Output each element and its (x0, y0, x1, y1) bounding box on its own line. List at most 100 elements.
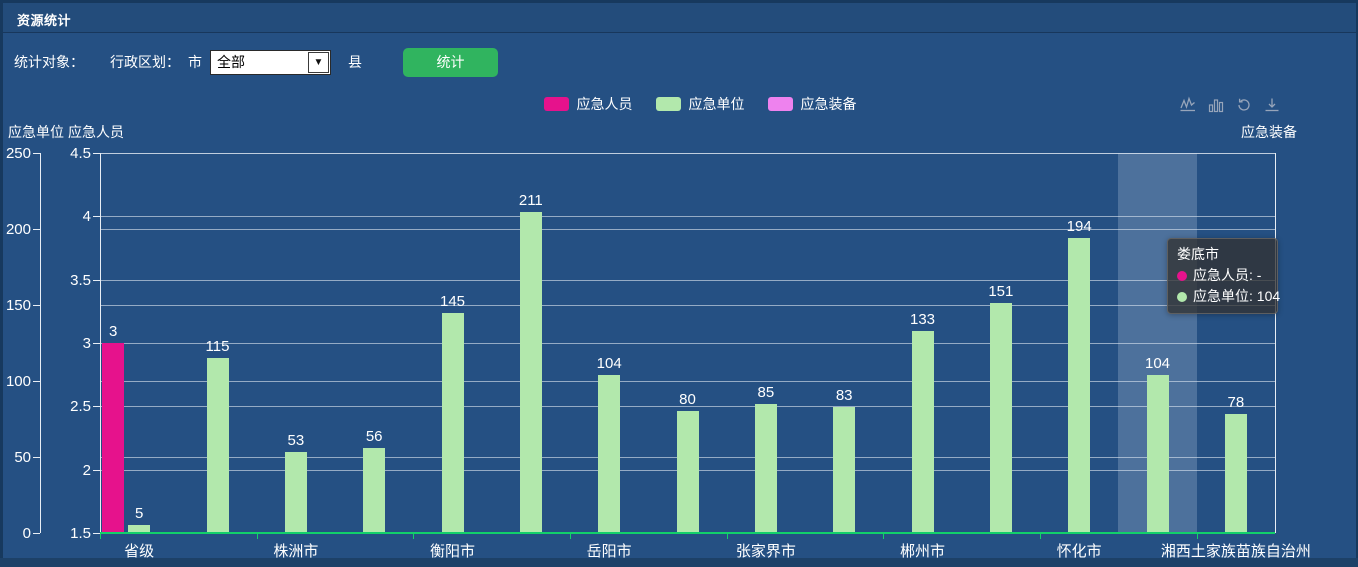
y-axis-tick (33, 533, 40, 534)
bar-value-label: 104 (1144, 354, 1171, 372)
restore-icon[interactable] (1235, 96, 1253, 114)
y-axis-tick (93, 533, 100, 534)
tooltip-title: 娄底市 (1177, 246, 1219, 262)
legend-item-应急装备[interactable]: 应急装备 (767, 94, 857, 114)
units-series-dot-icon (1177, 291, 1187, 302)
y-axis-tick-label: 3 (82, 335, 91, 352)
gridline-personnel (100, 216, 1275, 218)
chevron-down-icon[interactable]: ▼ (308, 51, 329, 73)
bar-应急单位-邵阳市[interactable] (519, 212, 542, 533)
y-axis-tick-label: 250 (5, 145, 31, 162)
bar-应急单位-娄底市[interactable] (1146, 374, 1169, 533)
bar-应急单位-常德市[interactable] (676, 411, 699, 533)
panel-frame-top (0, 0, 1358, 3)
y-axis-tick-label: 150 (5, 297, 31, 314)
x-axis-label-张家界市: 张家界市 (735, 543, 796, 560)
bar-应急单位-长沙市[interactable] (206, 358, 229, 533)
x-axis-line (100, 532, 1275, 534)
gridline-units (100, 381, 1275, 382)
y-axis-tick (93, 406, 100, 408)
y-axis-tick (93, 469, 100, 471)
bar-value-label: 115 (205, 338, 230, 356)
statistics-button[interactable]: 统计 (403, 47, 498, 77)
bar-应急单位-湘潭市[interactable] (363, 447, 386, 533)
bar-value-label: 53 (287, 432, 305, 450)
bar-value-label: 56 (365, 427, 383, 445)
y-axis-tick-label: 2 (82, 461, 91, 479)
bar-应急单位-株洲市[interactable] (284, 452, 307, 533)
bar-应急单位-张家界市[interactable] (754, 403, 777, 533)
x-axis-tick (726, 534, 728, 539)
panel-title: 资源统计 (17, 13, 72, 28)
y-axis-tick-label: 3.5 (70, 271, 91, 289)
bar-应急单位-省级[interactable] (128, 525, 151, 533)
bar-value-label: 83 (835, 386, 853, 404)
bar-value-label: 5 (134, 505, 144, 523)
bar-应急单位-怀化市[interactable] (1068, 238, 1091, 533)
y-axis-tick (93, 343, 100, 344)
x-axis-tick (883, 534, 885, 539)
city-select-value: 全部 (217, 54, 245, 70)
y-axis-tick (33, 229, 40, 230)
bar-应急单位-岳阳市[interactable] (598, 374, 621, 533)
legend-label: 应急单位 (688, 96, 745, 112)
x-axis-label-岳阳市: 岳阳市 (586, 543, 632, 560)
city-select[interactable]: 全部 ▼ (210, 49, 331, 75)
y-axis-tick (33, 305, 40, 306)
y-axis-tick-label: 4 (82, 208, 91, 226)
bar-value-label: 78 (1227, 394, 1245, 412)
legend-item-应急人员[interactable]: 应急人员 (543, 94, 633, 114)
bar-应急单位-益阳市[interactable] (833, 406, 856, 533)
y-axis-tick-label: 2.5 (70, 398, 91, 416)
personnel-series-dot-icon (1177, 270, 1187, 281)
tooltip-row-units: 应急单位: 104 (1177, 286, 1280, 307)
x-axis-label-湘西土家族苗族自治州: 湘西土家族苗族自治州 (1160, 543, 1311, 560)
gridline-personnel (100, 406, 1275, 408)
x-axis-label-省级: 省级 (124, 543, 155, 560)
y-axis-tick-label: 200 (5, 221, 31, 238)
gridline-personnel (100, 153, 1275, 154)
y-axis-tick-label: 0 (22, 525, 31, 542)
panel-frame-right (1356, 0, 1358, 567)
download-icon[interactable] (1263, 96, 1281, 114)
legend-item-应急单位[interactable]: 应急单位 (655, 94, 745, 114)
legend-swatch-icon (543, 97, 569, 111)
x-axis-tick (1196, 534, 1198, 539)
bar-应急单位-衡阳市[interactable] (441, 312, 464, 533)
y-axis-name-units: 应急单位 (8, 124, 64, 140)
x-axis-label-郴州市: 郴州市 (899, 543, 945, 560)
y-axis-tick (93, 279, 100, 281)
legend-label: 应急人员 (576, 96, 633, 112)
bar-value-label: 133 (909, 310, 936, 328)
line-chart-icon[interactable] (1179, 96, 1197, 114)
tooltip-row-personnel: 应急人员: - (1177, 265, 1268, 286)
bar-value-label: 194 (1066, 218, 1092, 236)
bar-应急单位-湘西土家族苗族自治州[interactable] (1224, 414, 1247, 533)
y-axis-line-equipment (1275, 153, 1276, 533)
panel-titlebar: 资源统计 (3, 3, 1356, 33)
bar-应急单位-永州市[interactable] (989, 303, 1012, 533)
legend-label: 应急装备 (800, 96, 857, 112)
y-axis-name-equipment: 应急装备 (1241, 124, 1297, 140)
x-axis-tick (1040, 534, 1041, 539)
county-label[interactable]: 县 (348, 54, 362, 70)
stat-object-label: 统计对象： (14, 54, 84, 70)
x-axis-tick (413, 534, 415, 539)
city-label[interactable]: 市 (188, 54, 202, 70)
x-axis-label-怀化市: 怀化市 (1056, 543, 1102, 560)
bar-应急单位-郴州市[interactable] (911, 330, 934, 533)
tooltip-row-text: 应急单位: 104 (1193, 288, 1281, 304)
chart-toolbox (1179, 96, 1281, 114)
admin-division-label: 行政区划： (110, 54, 180, 70)
bar-value-label: 104 (596, 354, 622, 372)
y-axis-tick (33, 153, 40, 154)
x-axis-tick (570, 534, 571, 539)
bar-应急人员-省级[interactable] (102, 343, 125, 533)
gridline-units (100, 305, 1275, 306)
panel-frame-bottom (0, 558, 1358, 567)
gridline-units (100, 229, 1275, 230)
bar-value-label: 3 (108, 323, 118, 340)
bar-chart-icon[interactable] (1207, 96, 1225, 114)
y-axis-line-personnel (100, 153, 101, 533)
